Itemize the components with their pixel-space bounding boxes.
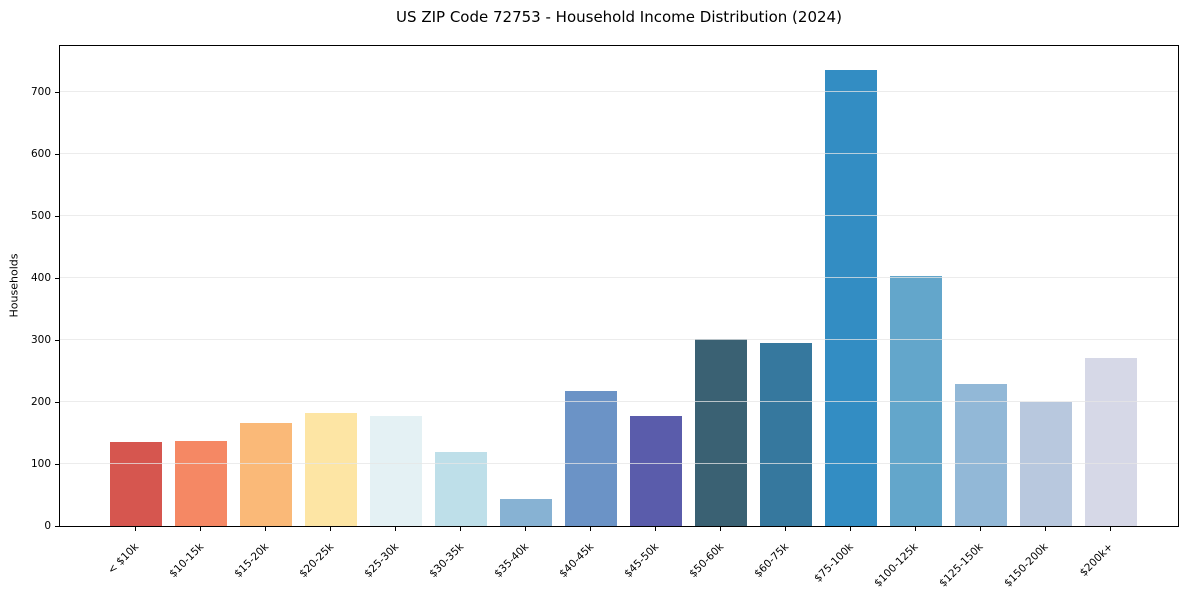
xtick-mark-11	[850, 527, 851, 531]
bar-30-35k	[435, 452, 487, 526]
xtick-label-5: $30-35k	[426, 540, 466, 580]
xtick-mark-7	[590, 527, 591, 531]
ytick-mark-400	[55, 278, 59, 279]
gridline-y-600	[60, 153, 1178, 154]
ytick-label-0: 0	[44, 520, 51, 532]
xtick-label-11: $75-100k	[812, 540, 856, 585]
plot-area	[59, 45, 1179, 527]
xtick-label-7: $40-45k	[556, 540, 596, 580]
xtick-label-4: $25-30k	[361, 540, 401, 580]
bar-15-20k	[240, 423, 292, 526]
gridline-y-200	[60, 401, 1178, 402]
bar-10k	[110, 442, 162, 526]
ytick-label-300: 300	[30, 334, 51, 346]
ytick-mark-100	[55, 464, 59, 465]
ytick-label-200: 200	[30, 396, 51, 408]
xtick-mark-4	[395, 527, 396, 531]
ytick-label-600: 600	[30, 148, 51, 160]
ytick-mark-0	[55, 526, 59, 527]
bar-200k	[1085, 358, 1137, 526]
bar-20-25k	[305, 413, 357, 526]
bar-75-100k	[825, 70, 877, 526]
xtick-label-15: $200k+	[1077, 540, 1116, 579]
xtick-label-3: $20-25k	[296, 540, 336, 580]
xtick-label-9: $50-60k	[686, 540, 726, 580]
ytick-mark-600	[55, 154, 59, 155]
ytick-mark-700	[55, 92, 59, 93]
xtick-label-12: $100-125k	[872, 540, 921, 590]
ytick-label-500: 500	[30, 210, 51, 222]
xtick-mark-10	[785, 527, 786, 531]
xtick-label-14: $150-200k	[1002, 540, 1051, 590]
bar-60-75k	[760, 343, 812, 526]
xtick-mark-6	[525, 527, 526, 531]
bar-10-15k	[175, 441, 227, 526]
xtick-mark-5	[460, 527, 461, 531]
ytick-label-700: 700	[30, 86, 51, 98]
ytick-mark-300	[55, 340, 59, 341]
xtick-label-1: $10-15k	[166, 540, 206, 580]
xtick-mark-0	[135, 527, 136, 531]
gridline-y-100	[60, 463, 1178, 464]
ytick-label-100: 100	[30, 458, 51, 470]
xtick-mark-13	[980, 527, 981, 531]
xtick-mark-12	[915, 527, 916, 531]
xtick-mark-2	[265, 527, 266, 531]
bar-45-50k	[630, 416, 682, 526]
gridline-y-300	[60, 339, 1178, 340]
ytick-mark-200	[55, 402, 59, 403]
xtick-mark-1	[200, 527, 201, 531]
xtick-mark-3	[330, 527, 331, 531]
y-axis-label: Households	[7, 253, 21, 318]
xtick-mark-9	[720, 527, 721, 531]
xtick-label-10: $60-75k	[751, 540, 791, 580]
xtick-label-0: < $10k	[105, 540, 141, 577]
ytick-mark-500	[55, 216, 59, 217]
bar-40-45k	[565, 391, 617, 526]
xtick-mark-15	[1110, 527, 1111, 531]
xtick-mark-8	[655, 527, 656, 531]
xtick-label-8: $45-50k	[621, 540, 661, 580]
gridline-y-500	[60, 215, 1178, 216]
bar-35-40k	[500, 499, 552, 526]
bar-125-150k	[955, 384, 1007, 526]
gridline-y-400	[60, 277, 1178, 278]
chart-title: US ZIP Code 72753 - Household Income Dis…	[396, 8, 842, 26]
ytick-label-400: 400	[30, 272, 51, 284]
xtick-label-2: $15-20k	[231, 540, 271, 580]
bar-25-30k	[370, 416, 422, 526]
bar-50-60k	[695, 339, 747, 526]
bar-150-200k	[1020, 402, 1072, 526]
xtick-label-6: $35-40k	[491, 540, 531, 580]
xtick-label-13: $125-150k	[937, 540, 986, 590]
xtick-mark-14	[1045, 527, 1046, 531]
gridline-y-700	[60, 91, 1178, 92]
